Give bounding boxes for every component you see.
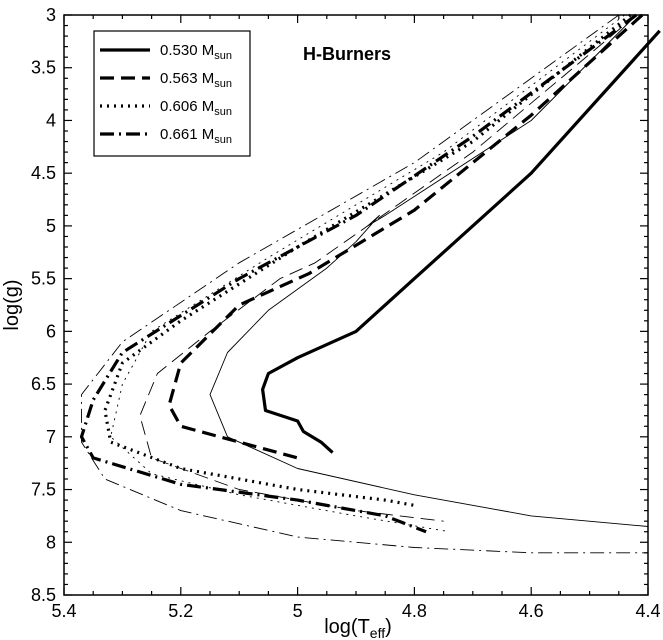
y-tick-label: 8.5: [31, 585, 56, 605]
x-tick-label: 4.4: [635, 601, 660, 621]
legend-label-3: 0.606 Msun: [160, 98, 232, 118]
annotation-h-burners: H-Burners: [303, 44, 391, 64]
series-3-thin-track: [110, 14, 625, 533]
legend-items: 0.530 Msun 0.563 Msun 0.606 Msun 0.661 Msun: [100, 42, 232, 146]
x-tick-label: 4.6: [519, 601, 544, 621]
legend-label-4: 0.661 Msun: [160, 126, 232, 146]
series-4-thin-track: [81, 14, 648, 554]
y-tick-label: 7: [46, 427, 56, 447]
x-axis-label: log(Teff): [324, 616, 392, 640]
x-tick-label: 5: [293, 601, 303, 621]
y-axis-label: log(g): [1, 279, 23, 330]
y-tick-label: 5.5: [31, 269, 56, 289]
legend-label-2: 0.563 Msun: [160, 70, 232, 90]
x-tick-label: 5.4: [51, 601, 76, 621]
x-tick-label: 4.8: [402, 601, 427, 621]
y-tick-label: 4.5: [31, 163, 56, 183]
y-tick-label: 6.5: [31, 374, 56, 394]
x-tick-label: 5.2: [168, 601, 193, 621]
series-4-thick-track: [79, 13, 638, 534]
series-1-thin-track: [209, 14, 649, 527]
series-1-thick-track: [261, 29, 661, 454]
y-tick-label: 3: [46, 5, 56, 25]
y-tick-label: 6: [46, 321, 56, 341]
y-tick-label: 4: [46, 110, 56, 130]
axis-ticks: 5.4 5.2 5 4.8 4.6 4.4 3 3.5 4 4.5 5 5.5 6 6.5 7 7.5 8 8.5: [31, 5, 661, 621]
y-tick-label: 8: [46, 532, 56, 552]
y-tick-label: 7.5: [31, 480, 56, 500]
y-tick-label: 5: [46, 216, 56, 236]
y-tick-label: 3.5: [31, 58, 56, 78]
legend-label-1: 0.530 Msun: [160, 42, 232, 62]
legend: 0.530 Msun 0.563 Msun 0.606 Msun 0.661 Msun: [93, 30, 251, 157]
series-curves: [79, 13, 661, 554]
